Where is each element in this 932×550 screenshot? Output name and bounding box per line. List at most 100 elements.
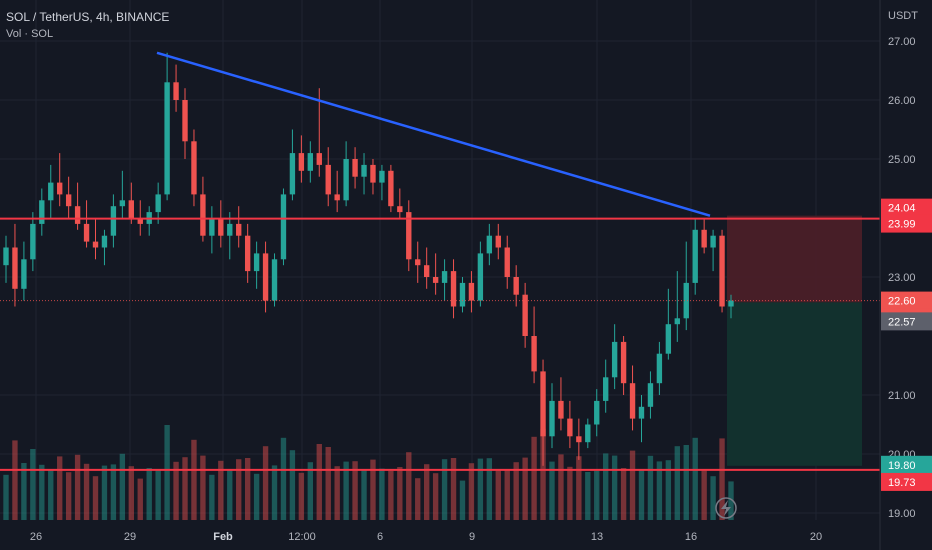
candle-body[interactable] xyxy=(450,271,457,307)
candle-body[interactable] xyxy=(101,235,108,248)
candle-body[interactable] xyxy=(441,271,448,283)
candle-body[interactable] xyxy=(244,235,251,272)
volume-bar xyxy=(522,457,528,520)
candle-body[interactable] xyxy=(611,341,618,378)
candle-body[interactable] xyxy=(522,294,528,336)
candle-body[interactable] xyxy=(638,406,645,419)
candle-body[interactable] xyxy=(692,229,698,283)
candle-body[interactable] xyxy=(57,182,63,195)
candle-body[interactable] xyxy=(585,424,591,443)
candle-body[interactable] xyxy=(200,194,206,236)
candle-body[interactable] xyxy=(21,259,27,289)
candle-body[interactable] xyxy=(361,164,367,177)
volume-bar xyxy=(459,480,466,520)
candle-body[interactable] xyxy=(683,282,689,319)
candle-body[interactable] xyxy=(334,194,340,201)
candle-body[interactable] xyxy=(3,247,9,266)
candle-body[interactable] xyxy=(298,153,305,171)
candle-body[interactable] xyxy=(665,324,672,354)
candle-body[interactable] xyxy=(728,300,734,307)
candle-body[interactable] xyxy=(397,206,403,213)
volume-bar xyxy=(128,466,134,520)
volume-bar xyxy=(236,459,242,520)
candle-body[interactable] xyxy=(674,318,680,325)
candle-body[interactable] xyxy=(119,200,126,207)
candle-body[interactable] xyxy=(540,371,546,437)
candle-body[interactable] xyxy=(110,206,117,236)
candle-body[interactable] xyxy=(209,218,215,236)
candle-body[interactable] xyxy=(504,247,510,278)
candle-body[interactable] xyxy=(486,235,493,254)
candle-body[interactable] xyxy=(280,194,287,260)
candle-body[interactable] xyxy=(39,200,45,224)
candle-body[interactable] xyxy=(253,253,260,272)
candle-body[interactable] xyxy=(164,82,170,195)
candle-body[interactable] xyxy=(236,223,242,236)
volume-bar xyxy=(692,437,698,520)
candle-body[interactable] xyxy=(531,336,537,372)
candle-body[interactable] xyxy=(218,218,224,236)
volume-bar xyxy=(611,455,618,520)
candle-body[interactable] xyxy=(576,436,582,443)
candle-body[interactable] xyxy=(155,194,161,213)
candle-body[interactable] xyxy=(656,353,663,384)
candle-body[interactable] xyxy=(603,377,609,401)
candle-body[interactable] xyxy=(406,212,412,260)
candle-body[interactable] xyxy=(325,164,331,195)
candle-body[interactable] xyxy=(459,282,466,307)
candle-body[interactable] xyxy=(316,153,322,165)
candle-body[interactable] xyxy=(289,153,296,195)
candle-body[interactable] xyxy=(65,194,72,207)
candle-body[interactable] xyxy=(423,265,430,277)
candle-body[interactable] xyxy=(352,159,358,177)
candle-body[interactable] xyxy=(719,235,725,307)
candle-body[interactable] xyxy=(74,206,81,224)
candle-body[interactable] xyxy=(495,235,501,248)
candle-body[interactable] xyxy=(701,229,707,248)
candle-body[interactable] xyxy=(513,277,519,295)
candle-body[interactable] xyxy=(567,418,573,437)
candle-body[interactable] xyxy=(173,82,179,100)
candle-body[interactable] xyxy=(137,218,143,224)
candle-body[interactable] xyxy=(388,170,394,207)
candle-body[interactable] xyxy=(182,100,188,142)
candle-body[interactable] xyxy=(307,153,314,171)
candle-body[interactable] xyxy=(12,247,18,289)
candle-body[interactable] xyxy=(415,259,421,266)
volume-bar xyxy=(92,476,99,520)
candle-body[interactable] xyxy=(128,200,134,218)
volume-bar xyxy=(298,472,305,520)
lightning-icon[interactable] xyxy=(715,497,737,519)
candle-body[interactable] xyxy=(468,282,475,301)
volume-bar xyxy=(39,464,45,520)
candle-body[interactable] xyxy=(191,141,197,195)
candle-body[interactable] xyxy=(477,253,484,301)
candle-body[interactable] xyxy=(48,182,54,201)
candle-body[interactable] xyxy=(594,400,600,425)
candle-body[interactable] xyxy=(227,223,233,236)
volume-bar xyxy=(594,470,600,520)
candle-body[interactable] xyxy=(370,164,376,183)
candle-body[interactable] xyxy=(343,159,349,201)
candle-body[interactable] xyxy=(620,341,627,384)
resistance-high-tag: 24.04 xyxy=(888,203,916,215)
stop-loss-zone[interactable] xyxy=(727,215,862,303)
candle-body[interactable] xyxy=(710,235,716,248)
volume-bar xyxy=(674,446,680,520)
volume-bar xyxy=(728,481,734,520)
take-profit-zone[interactable] xyxy=(727,302,862,466)
candle-body[interactable] xyxy=(30,223,36,260)
trendline[interactable] xyxy=(156,51,711,217)
candle-body[interactable] xyxy=(629,383,636,419)
candle-body[interactable] xyxy=(432,277,439,283)
candle-body[interactable] xyxy=(83,223,90,242)
candle-body[interactable] xyxy=(92,241,99,248)
candle-body[interactable] xyxy=(379,170,385,183)
candle-body[interactable] xyxy=(262,253,269,301)
candle-body[interactable] xyxy=(647,383,654,407)
x-tick-label: 20 xyxy=(810,531,822,543)
candle-body[interactable] xyxy=(558,400,564,419)
candle-body[interactable] xyxy=(271,259,278,301)
candle-body[interactable] xyxy=(549,400,555,437)
